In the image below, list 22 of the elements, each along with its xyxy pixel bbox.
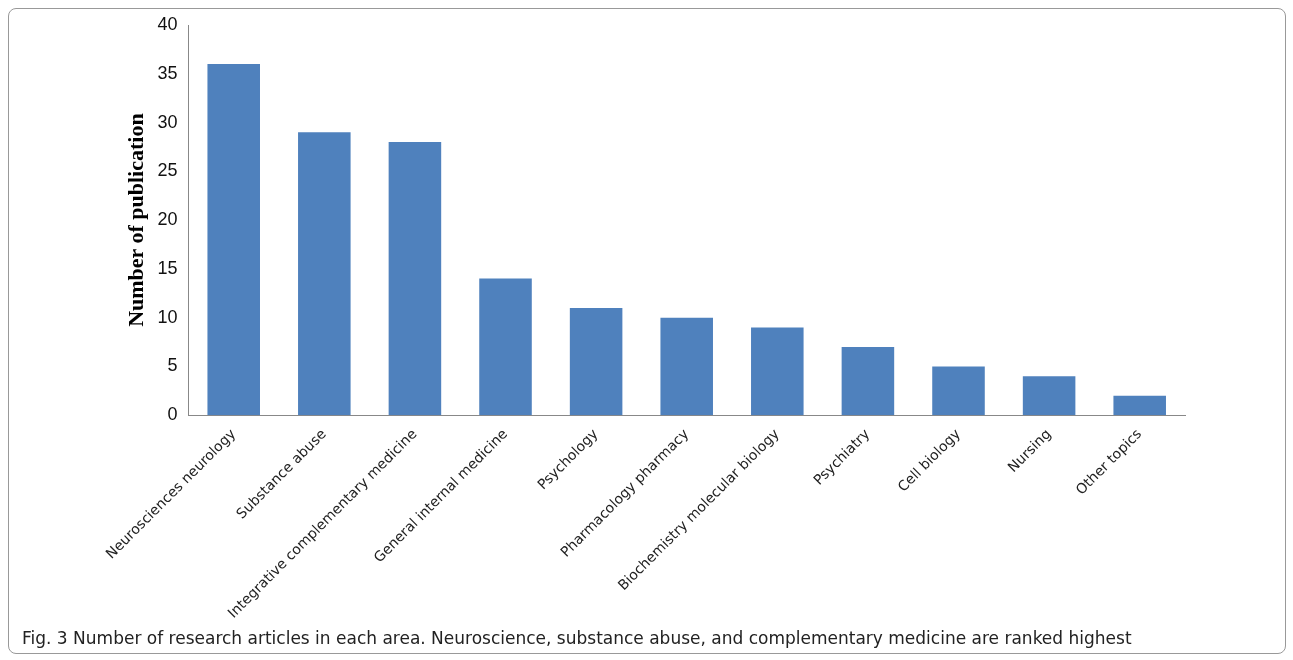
bar [298,132,351,416]
y-tick-label: 25 [157,160,178,181]
caption: Fig. 3 Number of research articles in each area. Neuroscience, substance abuse, and complementary medicine are ranked highest [22,628,1132,648]
bar [1113,395,1166,416]
bar [932,366,985,416]
bar [841,346,895,416]
bar [660,317,713,416]
bar [207,64,260,416]
y-tick-label: 20 [157,209,178,230]
y-axis-title: Number of publication [122,113,148,327]
y-tick-label: 35 [157,62,178,83]
bar [751,327,804,416]
bar [388,142,442,416]
y-tick-label: 0 [167,404,178,425]
y-tick-label: 40 [157,13,178,34]
bar [1022,376,1076,416]
y-tick-label: 30 [157,111,178,132]
y-tick-label: 5 [167,355,178,376]
bar [569,307,623,416]
y-tick-label: 10 [157,306,178,327]
y-tick-label: 15 [157,257,178,278]
bar [479,278,532,416]
